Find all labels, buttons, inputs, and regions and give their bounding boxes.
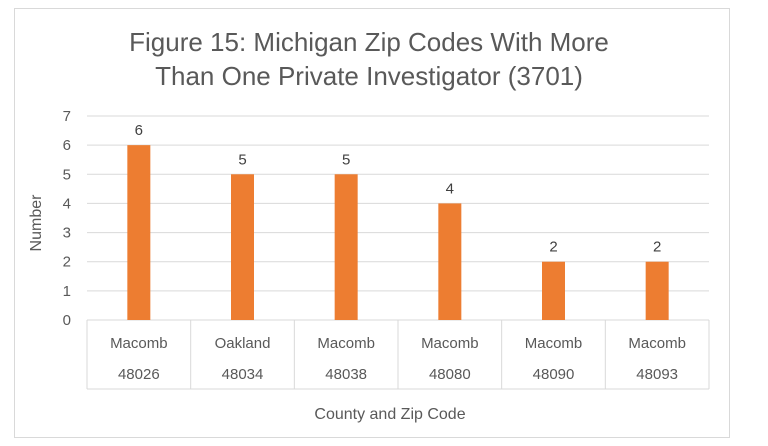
chart-title-line-1: Figure 15: Michigan Zip Codes With More [129, 27, 609, 57]
category-county-label: Macomb [317, 335, 375, 352]
data-label: 4 [446, 180, 454, 197]
bar-48034 [231, 174, 254, 320]
caption-fragment [0, 440, 768, 446]
bar-48080 [438, 203, 462, 320]
category-axis: Macomb 48026 Oakland 48034 Macomb 48038 Macomb… [86, 320, 710, 390]
data-label: 2 [653, 239, 661, 256]
category-zip-label: 48090 [533, 366, 575, 383]
category-county-label: Macomb [110, 335, 168, 352]
chart-frame: Figure 15: Michigan Zip Codes With More … [14, 8, 730, 438]
y-tick-label: 2 [63, 254, 71, 271]
y-tick-label: 4 [63, 195, 71, 212]
category-county-label: Macomb [628, 335, 686, 352]
bar-48093 [645, 261, 669, 320]
bar-48090 [542, 261, 565, 320]
category-county-label: Macomb [525, 335, 583, 352]
data-label: 2 [549, 239, 557, 256]
data-label: 5 [238, 151, 246, 168]
y-tick-label: 0 [63, 312, 71, 329]
y-tick-label: 6 [63, 137, 71, 154]
y-tick-label: 5 [63, 166, 71, 183]
category-zip-label: 48093 [636, 366, 678, 383]
category-county-label: Macomb [421, 335, 479, 352]
y-axis-ticks: 0 1 2 3 4 5 6 7 [63, 108, 71, 329]
data-label: 6 [135, 122, 143, 139]
y-tick-label: 3 [63, 225, 71, 242]
y-tick-label: 7 [63, 108, 71, 125]
x-axis-title: County and Zip Code [314, 406, 465, 423]
category-zip-label: 48038 [325, 366, 367, 383]
data-labels: 6 5 5 4 2 2 [135, 122, 662, 256]
gridlines [87, 115, 709, 321]
y-tick-label: 1 [63, 283, 71, 300]
chart-title: Figure 15: Michigan Zip Codes With More … [129, 27, 609, 91]
category-zip-label: 48026 [118, 366, 160, 383]
category-zip-label: 48080 [429, 366, 471, 383]
category-zip-label: 48034 [222, 366, 264, 383]
bars [127, 145, 669, 320]
category-county-label: Oakland [215, 335, 271, 352]
data-label: 5 [342, 151, 350, 168]
bar-48038 [334, 174, 358, 320]
y-axis-title: Number [28, 194, 45, 252]
bar-48026 [127, 145, 151, 320]
chart-svg: Figure 15: Michigan Zip Codes With More … [28, 27, 710, 423]
chart-title-line-2: Than One Private Investigator (3701) [155, 61, 583, 91]
